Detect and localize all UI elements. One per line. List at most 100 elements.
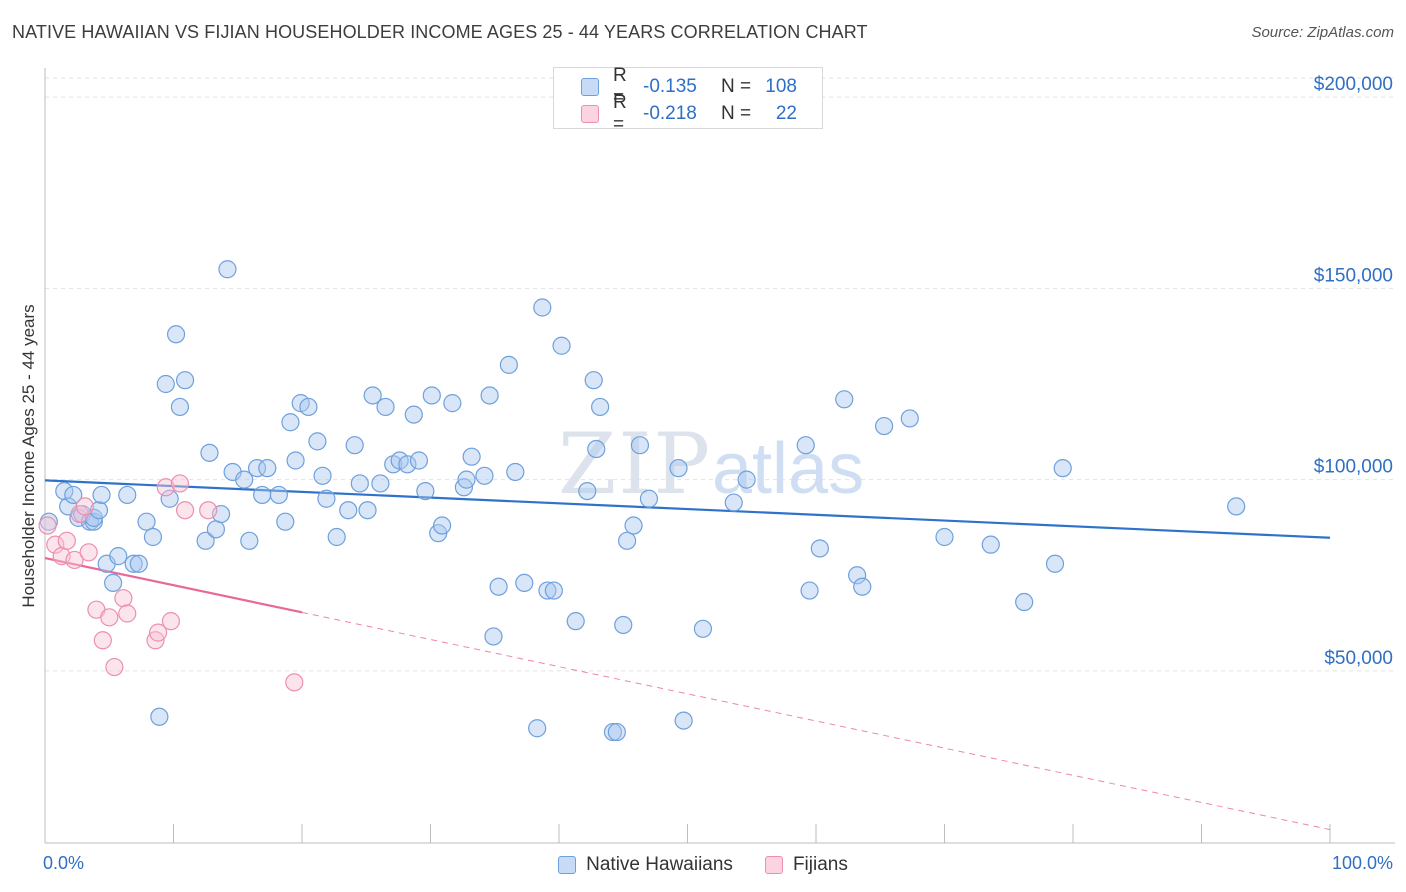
- data-point-fijian: [65, 550, 84, 570]
- data-point-native-hawaiian: [247, 459, 267, 478]
- data-point-native-hawaiian: [109, 547, 128, 566]
- legend-row-fijians: R = -0.218 N = 22: [554, 92, 797, 135]
- data-point-native-hawaiian: [900, 409, 919, 428]
- data-point-native-hawaiian: [462, 447, 481, 466]
- data-point-native-hawaiian: [350, 474, 369, 493]
- data-point-native-hawaiian: [376, 397, 395, 417]
- data-point-native-hawaiian: [240, 531, 259, 550]
- data-point-native-hawaiian: [124, 554, 143, 573]
- data-point-native-hawaiian: [853, 577, 872, 596]
- series-fijians: [38, 474, 304, 692]
- data-point-native-hawaiian: [422, 386, 441, 405]
- data-point-native-hawaiian: [618, 531, 637, 550]
- data-point-fijian: [75, 497, 94, 516]
- x-tick-label-min: 0.0%: [43, 853, 84, 873]
- data-point-native-hawaiian: [89, 501, 109, 520]
- data-point-fijian: [285, 673, 304, 692]
- legend-item-fijians[interactable]: Fijians: [764, 854, 848, 876]
- correlation-legend: R = -0.135 N = 108 R = -0.218 N = 22: [553, 65, 823, 135]
- data-point-native-hawaiian: [1045, 554, 1065, 573]
- trend-line-fijians: [44, 556, 303, 614]
- data-point-native-hawaiian: [196, 531, 215, 550]
- data-point-native-hawaiian: [566, 612, 585, 631]
- data-point-native-hawaiian: [327, 527, 346, 547]
- n-label: N =: [721, 76, 752, 97]
- data-point-native-hawaiian: [1015, 592, 1034, 612]
- n-value: 108: [765, 76, 797, 97]
- data-point-native-hawaiian: [552, 336, 571, 355]
- legend-swatch-blue: [581, 78, 599, 96]
- data-point-native-hawaiian: [591, 397, 610, 417]
- data-point-native-hawaiian: [281, 413, 300, 432]
- data-point-native-hawaiian: [55, 482, 74, 501]
- data-point-native-hawaiian: [1227, 497, 1246, 516]
- axes: [44, 68, 1395, 844]
- watermark-zip: ZIP: [558, 415, 712, 513]
- data-point-native-hawaiian: [506, 462, 525, 482]
- y-tick-label: $100,000: [1314, 457, 1393, 478]
- data-point-native-hawaiian: [200, 443, 219, 462]
- data-point-native-hawaiian: [835, 390, 854, 409]
- data-point-native-hawaiian: [544, 581, 563, 600]
- x-tick-labels: 0.0% 100.0%: [43, 853, 1393, 873]
- data-point-native-hawaiian: [587, 439, 606, 459]
- data-point-native-hawaiian: [286, 451, 305, 470]
- data-point-native-hawaiian: [607, 722, 626, 742]
- data-point-fijian: [114, 589, 133, 608]
- data-point-native-hawaiian: [129, 554, 148, 573]
- data-point-native-hawaiian: [669, 459, 688, 478]
- data-point-native-hawaiian: [235, 470, 254, 489]
- data-point-native-hawaiian: [724, 493, 743, 512]
- data-point-native-hawaiian: [432, 516, 452, 535]
- data-point-native-hawaiian: [796, 436, 815, 455]
- x-tick-label-max: 100.0%: [1332, 853, 1393, 873]
- series-legend: Native Hawaiians Fijians: [0, 852, 1406, 878]
- data-point-native-hawaiian: [156, 374, 175, 394]
- data-point-native-hawaiian: [398, 455, 417, 474]
- data-point-native-hawaiian: [848, 566, 867, 585]
- legend-item-native-hawaiians[interactable]: Native Hawaiians: [558, 854, 733, 876]
- watermark-atlas: atlas: [712, 429, 864, 509]
- data-point-native-hawaiian: [409, 451, 429, 470]
- trend-extension-fijians: [301, 611, 1331, 831]
- data-point-fijian: [105, 657, 124, 677]
- legend-row-native-hawaiians: R = -0.135 N = 108: [554, 65, 797, 108]
- data-point-fijian: [175, 501, 195, 520]
- data-point-fijian: [57, 531, 76, 550]
- data-point-native-hawaiian: [92, 485, 111, 505]
- data-point-native-hawaiian: [358, 501, 377, 520]
- data-point-native-hawaiian: [624, 516, 643, 535]
- n-value: 22: [775, 103, 797, 124]
- data-point-native-hawaiian: [489, 577, 508, 596]
- y-tick-label: $150,000: [1314, 265, 1393, 286]
- legend-swatch-pink: [764, 856, 783, 874]
- data-point-native-hawaiian: [693, 619, 713, 638]
- data-point-native-hawaiian: [206, 520, 226, 539]
- data-point-fijian: [46, 535, 65, 554]
- data-point-fijian: [38, 516, 57, 535]
- data-point-native-hawaiian: [484, 627, 503, 646]
- data-point-native-hawaiian: [166, 325, 186, 344]
- data-point-native-hawaiian: [499, 355, 518, 374]
- data-point-fijian: [118, 604, 137, 623]
- legend-label: Native Hawaiians: [586, 854, 733, 875]
- data-point-native-hawaiian: [118, 485, 137, 505]
- data-point-native-hawaiian: [137, 512, 156, 531]
- data-point-native-hawaiian: [299, 397, 318, 417]
- data-point-native-hawaiian: [339, 501, 358, 520]
- source-credit: Source: ZipAtlas.com: [1251, 24, 1394, 41]
- data-point-fijian: [93, 631, 112, 650]
- data-point-native-hawaiian: [480, 386, 499, 405]
- data-point-fijian: [79, 543, 98, 562]
- data-point-native-hawaiian: [104, 573, 123, 593]
- data-point-native-hawaiian: [416, 482, 435, 501]
- data-point-native-hawaiian: [313, 466, 332, 485]
- data-point-native-hawaiian: [276, 512, 295, 531]
- data-point-native-hawaiian: [150, 707, 169, 726]
- data-point-native-hawaiian: [630, 436, 650, 455]
- series-native-hawaiians: [39, 260, 1246, 742]
- r-value: -0.218: [643, 103, 697, 124]
- y-tick-labels: $50,000 $100,000 $150,000 $200,000: [1314, 74, 1393, 669]
- data-point-native-hawaiian: [981, 535, 1000, 554]
- data-point-native-hawaiian: [443, 394, 462, 413]
